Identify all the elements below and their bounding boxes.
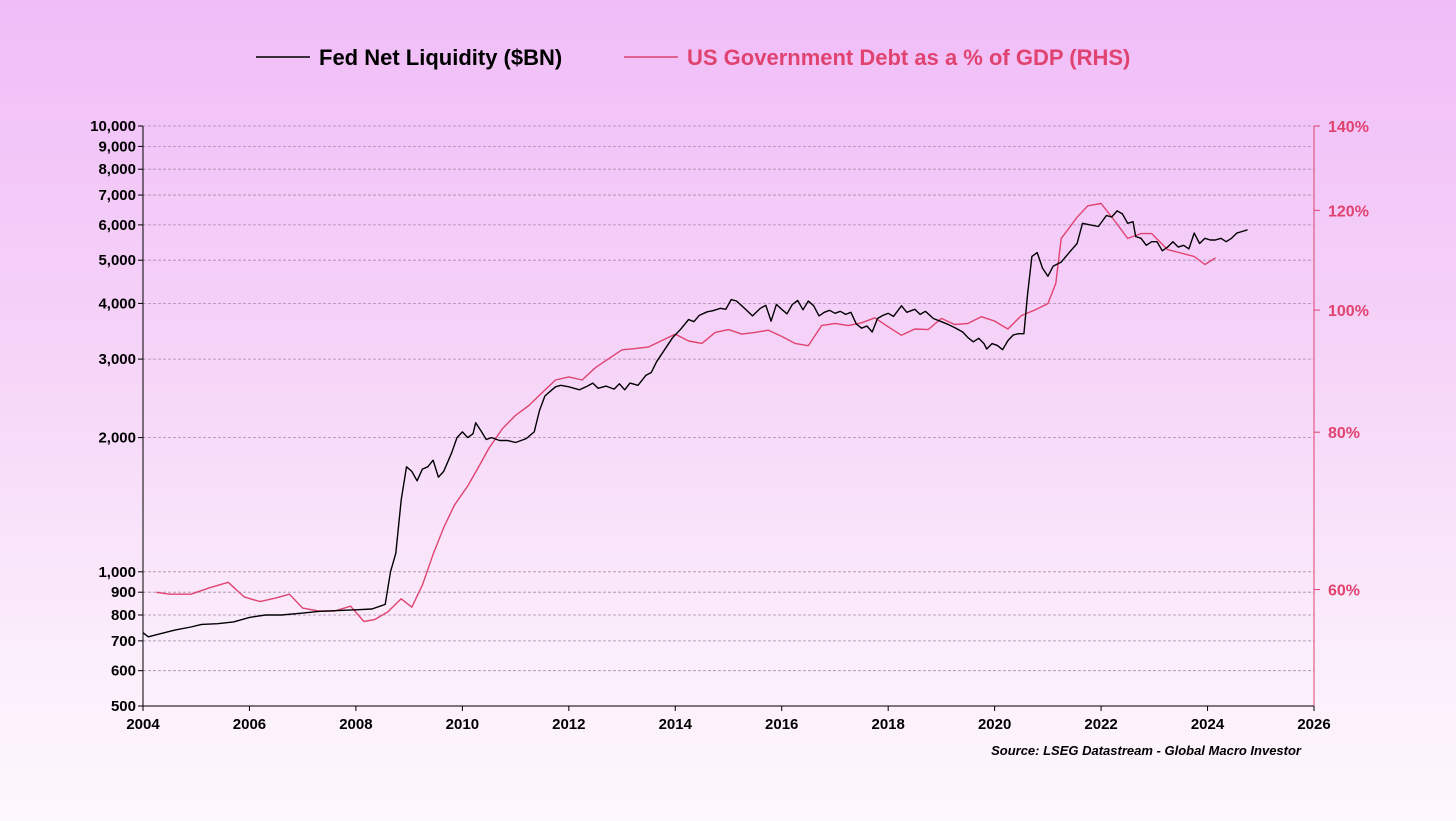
- y-right-tick-label: 60%: [1328, 583, 1360, 600]
- x-tick-label: 2010: [446, 716, 479, 733]
- series-group: [142, 202, 1248, 638]
- series-line-debt-to-gdp: [156, 202, 1216, 623]
- legend: Fed Net Liquidity ($BN) US Government De…: [256, 45, 1130, 70]
- legend-label-liquidity: Fed Net Liquidity ($BN): [319, 45, 562, 70]
- y-left-tick-label: 2,000: [98, 430, 136, 447]
- x-tick-label: 2018: [871, 716, 904, 733]
- y-left-tick-label: 600: [111, 663, 136, 680]
- y-left-tick-label: 800: [111, 607, 136, 624]
- y-left-tick-label: 500: [111, 698, 136, 715]
- x-tick-label: 2006: [233, 716, 266, 733]
- x-tick-label: 2022: [1084, 716, 1117, 733]
- y-left-tick-label: 700: [111, 633, 136, 650]
- x-tick-label: 2008: [339, 716, 372, 733]
- x-tick-label: 2024: [1191, 716, 1225, 733]
- y-left-tick-label: 1,000: [98, 564, 136, 581]
- y-right-tick-label: 80%: [1328, 425, 1360, 442]
- y-left-tick-label: 10,000: [90, 118, 136, 135]
- y-left-tick-label: 9,000: [98, 138, 136, 155]
- y-right-tick-label: 100%: [1328, 303, 1369, 320]
- legend-label-debt: US Government Debt as a % of GDP (RHS): [687, 45, 1130, 70]
- x-tick-label: 2026: [1297, 716, 1330, 733]
- series-line-fed-net-liquidity: [142, 210, 1248, 638]
- source-note: Source: LSEG Datastream - Global Macro I…: [991, 743, 1302, 758]
- y-left-tick-label: 5,000: [98, 252, 136, 269]
- x-tick-label: 2020: [978, 716, 1011, 733]
- x-tick-label: 2012: [552, 716, 585, 733]
- y-left-tick-label: 900: [111, 584, 136, 601]
- y-left-tick-label: 3,000: [98, 351, 136, 368]
- y-left-tick-label: 7,000: [98, 187, 136, 204]
- x-tick-label: 2004: [126, 716, 160, 733]
- y-right-tick-label: 140%: [1328, 119, 1369, 136]
- y-right-tick-label: 120%: [1328, 203, 1369, 220]
- y-left-tick-label: 6,000: [98, 217, 136, 234]
- gridlines: [143, 125, 1314, 672]
- y-left-tick-label: 8,000: [98, 161, 136, 178]
- y-left-tick-label: 4,000: [98, 295, 136, 312]
- x-tick-label: 2016: [765, 716, 798, 733]
- axes: 500 600 700 800 900 1,000 2,000 3,000 4,000 5,000…: [90, 118, 1369, 733]
- x-tick-label: 2014: [659, 716, 693, 733]
